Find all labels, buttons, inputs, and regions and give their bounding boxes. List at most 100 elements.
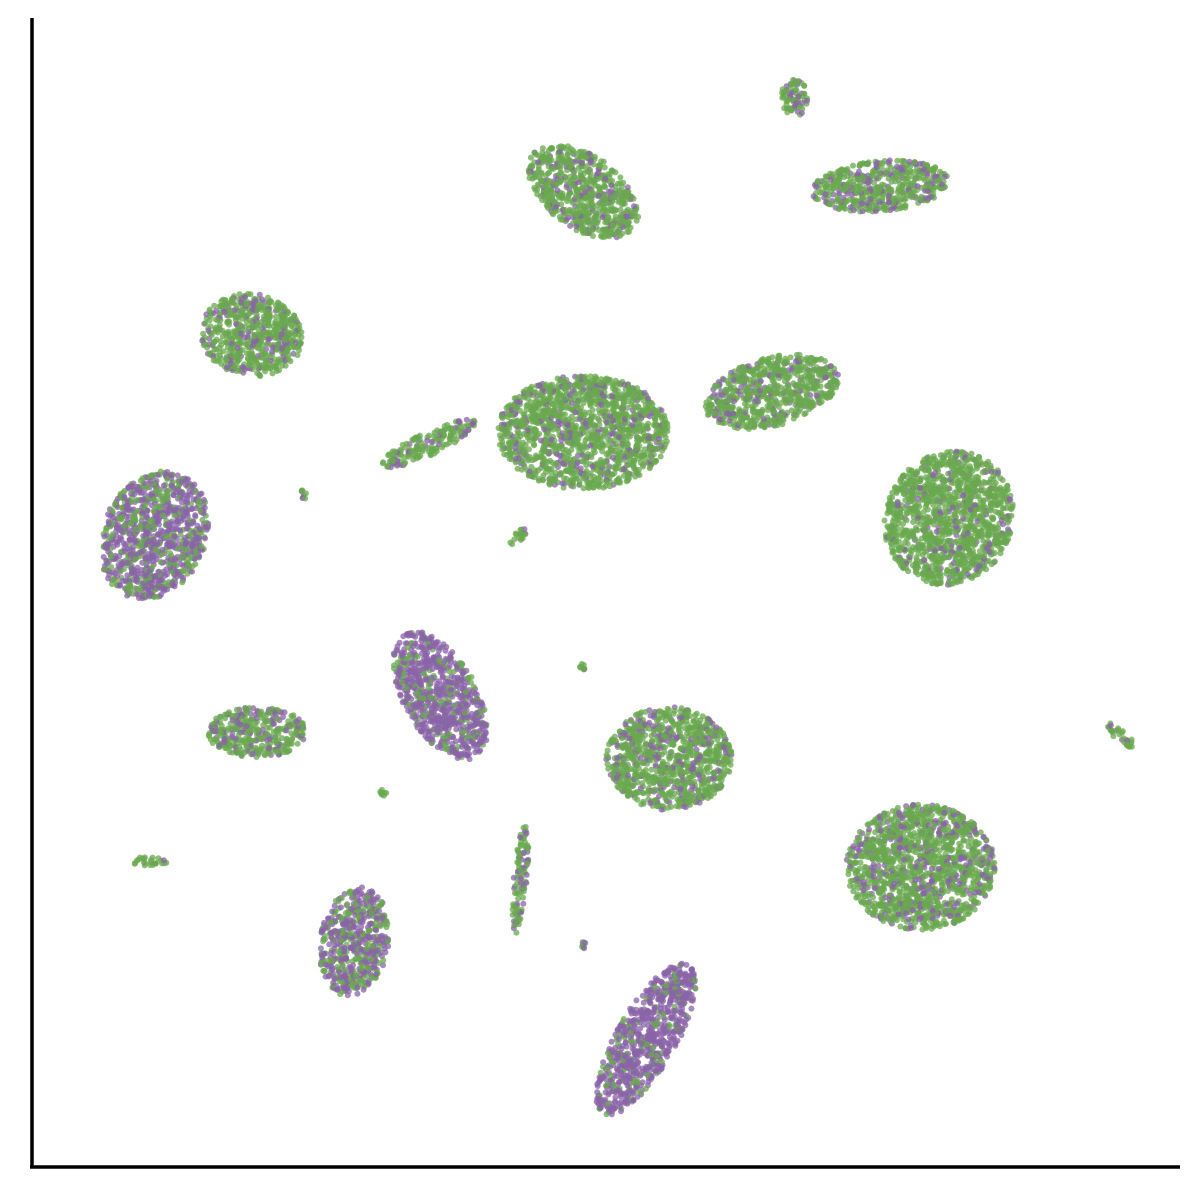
scatter-point bbox=[607, 188, 614, 195]
scatter-point bbox=[559, 377, 566, 384]
scatter-point bbox=[736, 377, 743, 384]
scatter-point bbox=[403, 440, 410, 447]
scatter-point bbox=[584, 229, 591, 236]
scatter-point bbox=[770, 374, 777, 381]
scatter-point bbox=[559, 192, 566, 199]
scatter-point bbox=[615, 479, 621, 486]
scatter-point bbox=[936, 168, 943, 175]
scatter-point bbox=[609, 471, 616, 478]
scatter-point bbox=[645, 395, 652, 402]
scatter-point bbox=[938, 181, 945, 188]
scatter-point bbox=[593, 397, 600, 404]
scatter-point bbox=[718, 409, 725, 416]
scatter-point bbox=[402, 459, 409, 466]
scatter-point bbox=[751, 420, 758, 427]
scatter-point bbox=[585, 202, 592, 208]
scatter-point bbox=[759, 421, 766, 428]
scatter-point bbox=[572, 409, 579, 416]
scatter-point bbox=[603, 200, 610, 207]
scatter-point bbox=[544, 170, 551, 177]
scatter-point bbox=[870, 172, 876, 179]
scatter-point bbox=[428, 438, 435, 445]
scatter-point bbox=[769, 408, 776, 415]
scatter-point bbox=[610, 454, 616, 461]
scatter-point bbox=[288, 329, 295, 336]
scatter-point bbox=[627, 387, 634, 394]
scatter-point bbox=[885, 192, 892, 199]
scatter-point bbox=[793, 87, 800, 94]
scatter-point bbox=[285, 310, 292, 316]
scatter-point bbox=[264, 357, 271, 364]
scatter-point bbox=[879, 160, 886, 167]
scatter-point bbox=[273, 302, 279, 309]
scatter-point bbox=[783, 88, 790, 95]
scatter-point bbox=[581, 375, 588, 382]
scatter-point bbox=[528, 383, 535, 390]
scatter-point bbox=[619, 201, 625, 208]
scatter-point bbox=[764, 407, 771, 414]
scatter-point bbox=[384, 463, 391, 470]
scatter-point bbox=[127, 521, 134, 527]
scatter-point bbox=[564, 152, 571, 159]
scatter-point bbox=[113, 539, 120, 545]
scatter-point bbox=[808, 374, 815, 381]
scatter-point bbox=[813, 184, 820, 190]
scatter-point bbox=[591, 424, 598, 431]
scatter-point bbox=[546, 158, 553, 165]
scatter-point bbox=[800, 377, 807, 384]
scatter-point bbox=[600, 158, 607, 165]
scatter-point bbox=[619, 183, 625, 190]
scatter-point bbox=[888, 178, 895, 185]
scatter-point bbox=[653, 457, 660, 464]
scatter-point bbox=[418, 440, 425, 446]
scatter-point bbox=[821, 177, 828, 184]
scatter-point bbox=[567, 173, 574, 180]
scatter-point bbox=[159, 546, 166, 553]
scatter-point bbox=[817, 189, 824, 196]
scatter-point bbox=[253, 356, 260, 363]
scatter-point bbox=[607, 413, 614, 420]
scatter-point bbox=[533, 173, 540, 180]
scatter-point bbox=[604, 214, 611, 221]
scatter-point bbox=[612, 213, 619, 220]
scatter-point bbox=[921, 166, 928, 173]
scatter-point bbox=[253, 311, 260, 318]
scatter-point bbox=[199, 337, 206, 344]
scatter-point bbox=[413, 445, 420, 452]
scatter-point bbox=[771, 368, 778, 375]
scatter-point bbox=[914, 183, 921, 190]
scatter-point bbox=[793, 99, 800, 106]
scatter-point bbox=[519, 422, 526, 429]
scatter-point bbox=[836, 175, 843, 182]
scatter-point bbox=[594, 176, 601, 183]
scatter-point bbox=[551, 199, 558, 205]
scatter-point bbox=[844, 168, 851, 175]
scatter-point bbox=[431, 429, 438, 436]
scatter-point bbox=[561, 395, 568, 402]
scatter-point bbox=[803, 392, 810, 399]
scatter-point bbox=[412, 453, 419, 460]
scatter-point bbox=[223, 357, 229, 364]
scatter-points bbox=[100, 76, 1135, 1118]
scatter-point bbox=[813, 392, 820, 399]
scatter-point bbox=[858, 200, 865, 207]
scatter-point bbox=[623, 208, 630, 215]
scatter-point bbox=[842, 205, 849, 212]
scatter-point bbox=[731, 415, 738, 422]
scatter-point bbox=[108, 553, 115, 560]
scatter-point bbox=[574, 459, 581, 466]
scatter-point bbox=[873, 203, 880, 210]
scatter-point bbox=[712, 410, 719, 417]
scatter-point bbox=[195, 500, 202, 507]
scatter-point bbox=[591, 449, 598, 456]
scatter-point bbox=[536, 401, 543, 408]
scatter-point bbox=[183, 525, 190, 532]
scatter-point bbox=[780, 388, 787, 395]
scatter-point bbox=[610, 407, 617, 414]
scatter-point bbox=[628, 430, 635, 437]
scatter-point bbox=[426, 432, 432, 439]
scatter-point bbox=[860, 195, 867, 202]
scatter-point bbox=[912, 193, 919, 200]
scatter-point bbox=[570, 210, 577, 217]
scatter-point bbox=[279, 345, 285, 352]
